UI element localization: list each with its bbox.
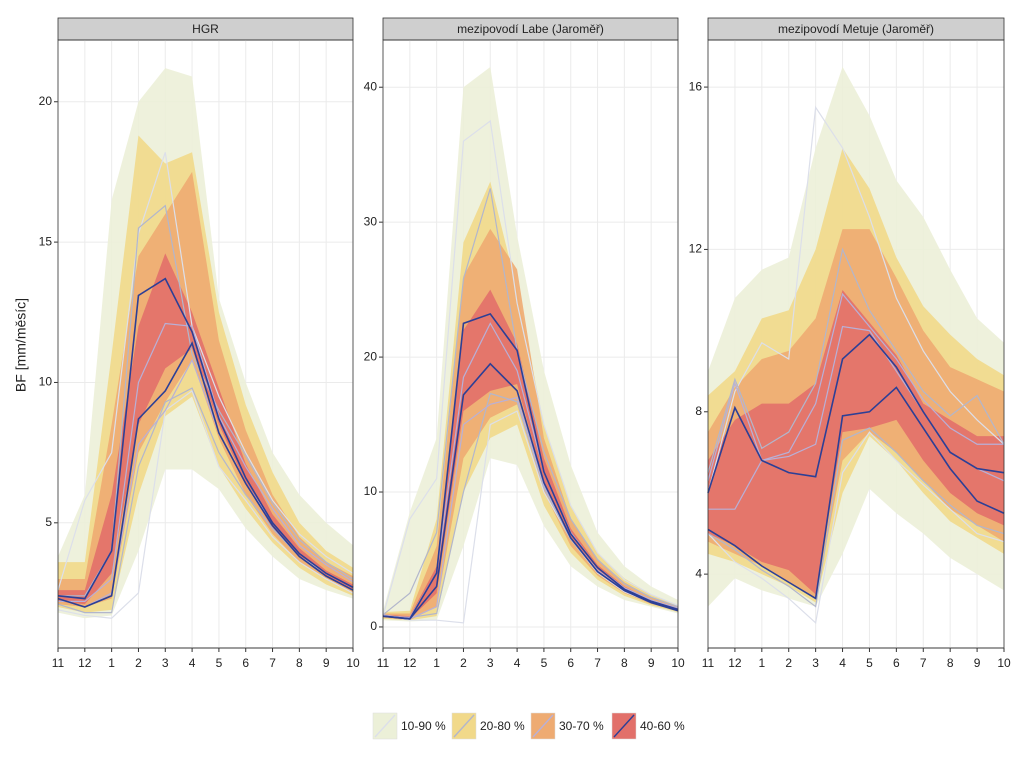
line xyxy=(57,277,354,600)
line xyxy=(382,410,679,624)
line xyxy=(382,188,679,616)
x-tick-label: 12 xyxy=(728,656,742,670)
line xyxy=(382,362,679,620)
x-tick-label: 11 xyxy=(702,656,715,670)
x-tick-label: 6 xyxy=(242,656,249,670)
x-tick-label: 10 xyxy=(346,656,360,670)
x-tick-label: 2 xyxy=(135,656,142,670)
legend-label: 10-90 % xyxy=(401,719,446,733)
x-tick-label: 5 xyxy=(541,656,548,670)
legend-line xyxy=(532,714,554,738)
line xyxy=(57,389,354,619)
y-tick-label: 10 xyxy=(39,375,53,389)
line xyxy=(57,341,354,608)
line xyxy=(57,152,354,591)
x-tick-label: 11 xyxy=(377,656,390,670)
y-tick-label: 4 xyxy=(695,566,702,580)
y-tick-label: 40 xyxy=(364,79,378,93)
x-tick-label: 1 xyxy=(108,656,115,670)
y-tick-label: 30 xyxy=(364,214,378,228)
y-tick-label: 12 xyxy=(689,242,703,256)
x-tick-label: 12 xyxy=(78,656,92,670)
line xyxy=(707,431,1005,625)
x-tick-label: 7 xyxy=(920,656,927,670)
x-tick-label: 2 xyxy=(460,656,467,670)
band xyxy=(58,253,353,605)
x-tick-label: 3 xyxy=(162,656,169,670)
x-tick-label: 3 xyxy=(812,656,819,670)
x-tick-label: 1 xyxy=(758,656,765,670)
x-tick-label: 10 xyxy=(997,656,1011,670)
y-tick-label: 8 xyxy=(695,404,702,418)
x-tick-label: 7 xyxy=(269,656,276,670)
line xyxy=(58,322,354,603)
legend-label: 20-80 % xyxy=(480,719,525,733)
y-axis-label: BF [mm/měsíc] xyxy=(13,298,29,392)
x-tick-label: 11 xyxy=(52,656,65,670)
plot-border xyxy=(382,39,679,649)
panel-title: mezipovodí Metuje (Jaroměř) xyxy=(778,22,934,36)
y-tick-label: 16 xyxy=(689,79,703,93)
line xyxy=(707,386,1005,600)
x-tick-label: 4 xyxy=(514,656,521,670)
panel-title: HGR xyxy=(192,22,219,36)
line xyxy=(382,119,679,617)
legend-label: 30-70 % xyxy=(559,719,604,733)
y-tick-label: 5 xyxy=(45,515,52,529)
band xyxy=(708,290,1004,595)
legend-label: 40-60 % xyxy=(640,719,685,733)
plot-border xyxy=(57,39,354,649)
x-tick-label: 3 xyxy=(487,656,494,670)
x-tick-label: 2 xyxy=(785,656,792,670)
x-tick-label: 4 xyxy=(189,656,196,670)
y-tick-label: 10 xyxy=(364,484,378,498)
x-tick-label: 8 xyxy=(947,656,954,670)
y-tick-label: 0 xyxy=(370,619,377,633)
x-tick-label: 9 xyxy=(974,656,981,670)
y-tick-label: 15 xyxy=(39,234,53,248)
x-tick-label: 1 xyxy=(433,656,440,670)
x-tick-label: 6 xyxy=(893,656,900,670)
legend-line xyxy=(374,714,396,738)
panel-title: mezipovodí Labe (Jaroměř) xyxy=(457,22,604,36)
legend-line xyxy=(613,714,635,738)
line xyxy=(707,105,1005,494)
y-tick-label: 20 xyxy=(364,349,378,363)
x-tick-label: 10 xyxy=(671,656,685,670)
x-tick-label: 6 xyxy=(567,656,574,670)
x-tick-label: 4 xyxy=(839,656,846,670)
x-tick-label: 5 xyxy=(866,656,873,670)
x-tick-label: 8 xyxy=(296,656,303,670)
x-tick-label: 9 xyxy=(648,656,655,670)
x-tick-label: 12 xyxy=(403,656,417,670)
plot-border xyxy=(707,39,1005,649)
x-tick-label: 9 xyxy=(323,656,330,670)
x-tick-label: 8 xyxy=(621,656,628,670)
line xyxy=(382,312,679,620)
line xyxy=(707,333,1005,494)
x-tick-label: 5 xyxy=(216,656,223,670)
y-tick-label: 20 xyxy=(39,94,53,108)
x-tick-label: 7 xyxy=(594,656,601,670)
legend-line xyxy=(453,714,475,738)
line xyxy=(707,292,1004,481)
line xyxy=(707,247,1005,473)
line xyxy=(707,427,1005,608)
